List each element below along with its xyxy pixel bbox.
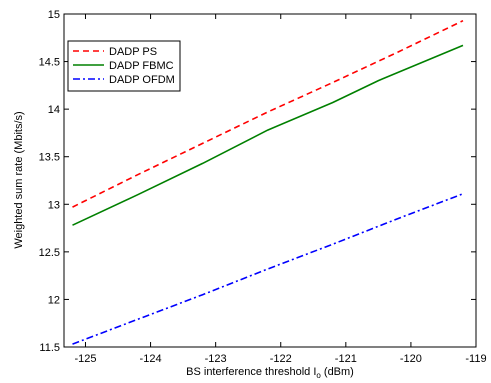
y-tick-label: 14: [48, 104, 60, 116]
legend-label: DADP OFDM: [109, 74, 175, 86]
y-tick-label: 13.5: [39, 152, 60, 164]
y-tick-label: 12: [48, 294, 60, 306]
y-tick-label: 11.5: [39, 342, 60, 354]
y-tick-label: 13: [48, 199, 60, 211]
x-tick-label: -125: [74, 353, 96, 365]
series-line-dadp-ps: [72, 19, 464, 208]
x-tick-label: -122: [270, 353, 292, 365]
x-tick-label: -119: [465, 353, 486, 365]
x-tick-label: -124: [140, 353, 162, 365]
series-line-dadp-fbmc: [72, 44, 464, 226]
legend-entries: DADP PS DADP FBMC DADP OFDM: [73, 46, 175, 86]
y-axis-title: Weighted sum rate (Mbits/s): [13, 111, 25, 248]
x-tick-label: -121: [335, 353, 357, 365]
legend-box: [67, 40, 181, 92]
legend-label: DADP PS: [109, 46, 157, 58]
x-axis-title-main: BS interference threshold I: [186, 366, 316, 378]
x-tick-label: -123: [205, 353, 227, 365]
y-tick-label: 12.5: [39, 247, 60, 259]
legend: DADP PS DADP FBMC DADP OFDM: [67, 40, 181, 92]
x-axis-title-subscript: o: [316, 371, 321, 380]
series-lines: [72, 19, 464, 345]
x-axis-title: BS interference threshold Io (dBm): [186, 366, 354, 380]
x-tick-label: -120: [400, 353, 422, 365]
axis-ticks: -125 -124 -123 -122 -121 -120 -119 11.5 12 12.5 13…: [39, 9, 487, 365]
y-tick-label: 15: [48, 9, 60, 21]
series-line-dadp-ofdm: [72, 193, 464, 345]
legend-label: DADP FBMC: [109, 60, 174, 72]
x-axis-title-unit: (dBm): [321, 366, 354, 378]
y-tick-label: 14.5: [39, 57, 60, 69]
